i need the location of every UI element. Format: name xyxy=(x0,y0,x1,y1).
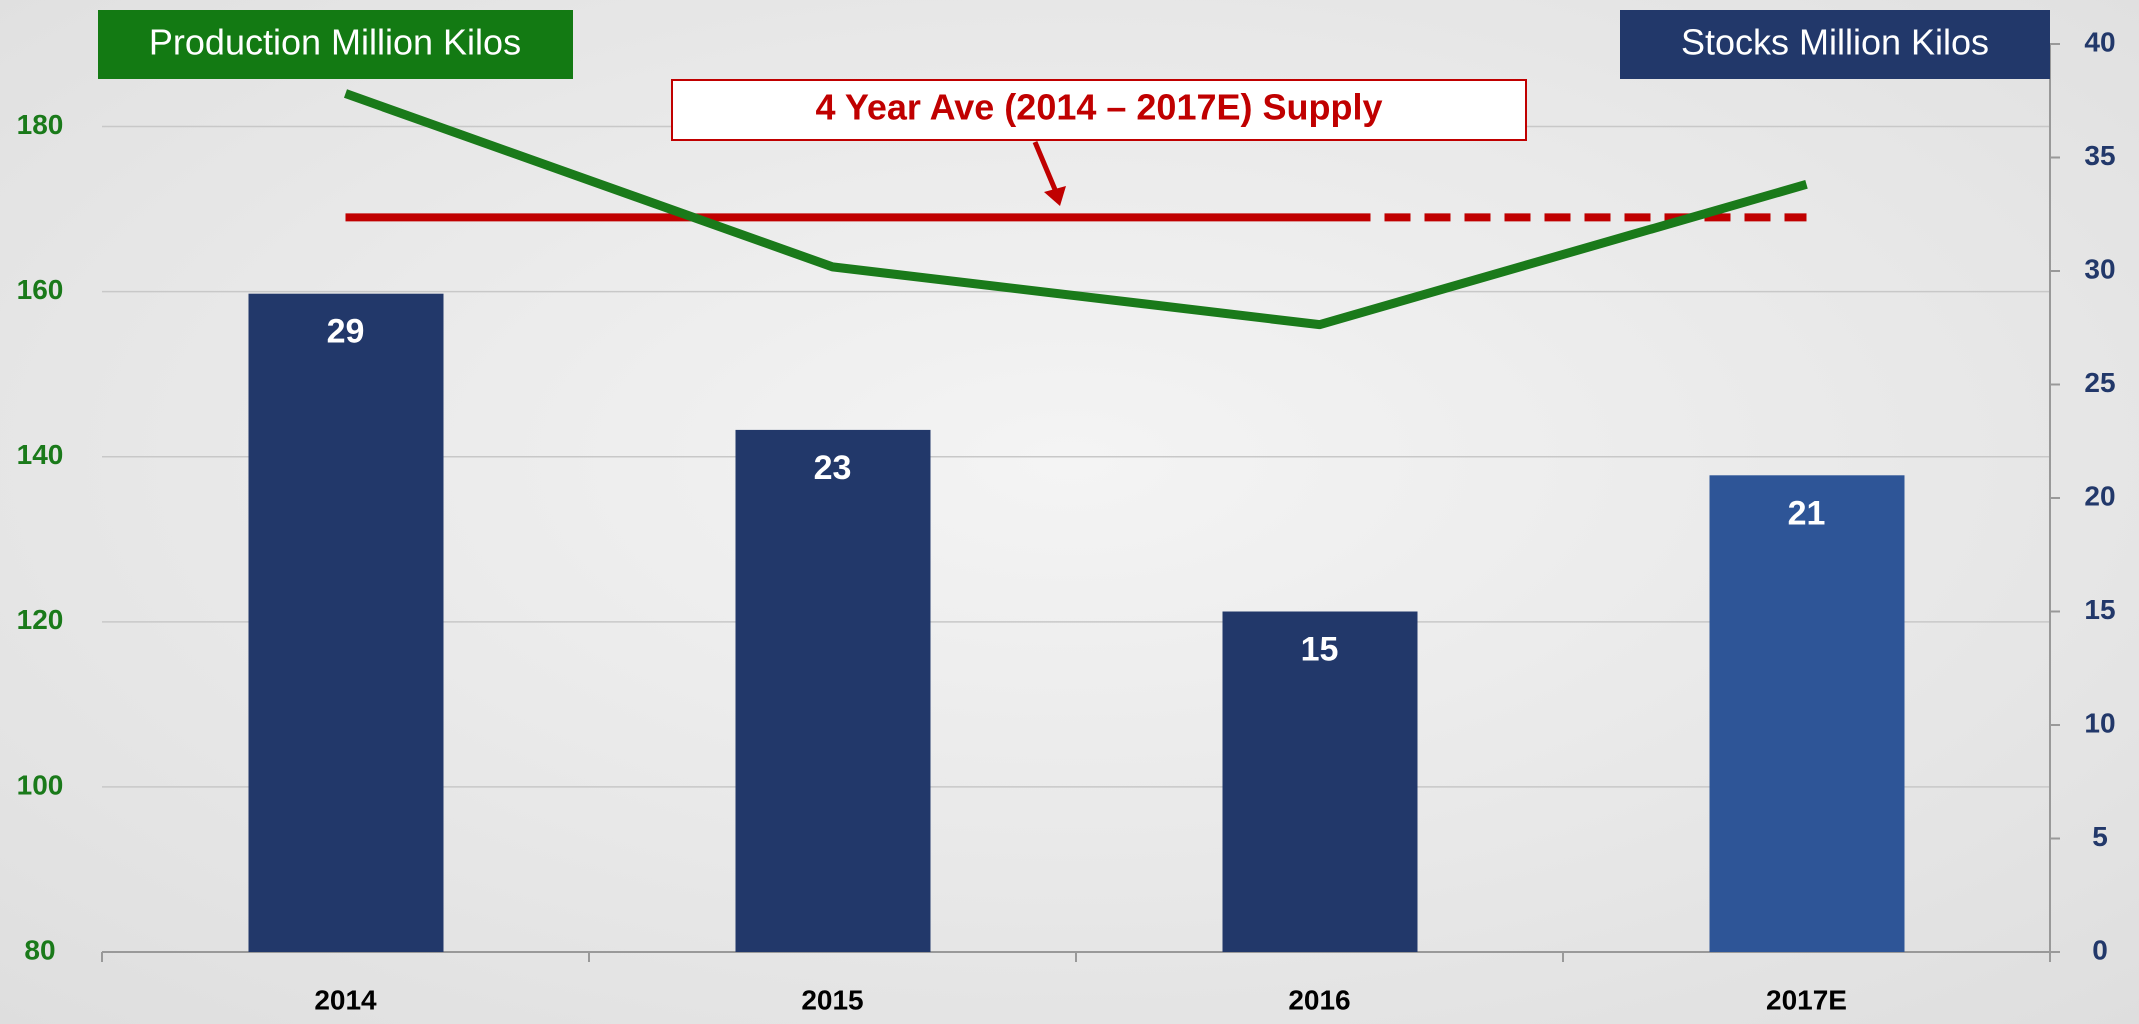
annotation-text: 4 Year Ave (2014 – 2017E) Supply xyxy=(815,87,1382,128)
y-tick-label: 100 xyxy=(17,769,64,800)
y2-tick-label: 30 xyxy=(2084,253,2115,284)
y2-tick-label: 10 xyxy=(2084,707,2115,738)
y2-tick-label: 0 xyxy=(2092,934,2108,965)
legend-box-production xyxy=(98,10,573,79)
y2-tick-label: 20 xyxy=(2084,480,2115,511)
y2-tick-label: 15 xyxy=(2084,594,2115,625)
x-tick-label: 2015 xyxy=(801,984,863,1015)
bar-value-label: 21 xyxy=(1788,494,1826,532)
y2-tick-label: 25 xyxy=(2084,367,2115,398)
bar xyxy=(248,293,444,952)
bar-value-label: 15 xyxy=(1301,630,1339,668)
bar xyxy=(735,429,931,952)
annotation-arrow xyxy=(1032,141,1059,193)
y-tick-label: 120 xyxy=(17,604,64,635)
y-tick-label: 140 xyxy=(17,439,64,470)
y-tick-label: 180 xyxy=(17,109,64,140)
y-tick-label: 80 xyxy=(24,934,55,965)
x-tick-label: 2017E xyxy=(1766,984,1847,1015)
annotation-box xyxy=(671,79,1527,141)
bar xyxy=(1222,611,1418,952)
production-line xyxy=(343,89,1808,330)
marks: 29 23 15 21 xyxy=(248,89,1905,952)
x-tick-label: 2014 xyxy=(314,984,377,1015)
y2-tick-label: 35 xyxy=(2084,140,2115,171)
legend-box-stocks xyxy=(1620,10,2050,79)
y2-tick-label: 5 xyxy=(2092,821,2108,852)
annotation-arrowhead xyxy=(1044,186,1066,206)
legend-stocks: Stocks Million Kilos xyxy=(1681,22,1989,63)
legend-production: Production Million Kilos xyxy=(149,22,521,63)
bar xyxy=(1709,475,1905,952)
x-tick-label: 2016 xyxy=(1288,984,1350,1015)
bar-value-label: 29 xyxy=(327,313,365,351)
y2-tick-label: 40 xyxy=(2084,26,2115,57)
bar-value-label: 23 xyxy=(814,449,852,487)
y-tick-label: 160 xyxy=(17,274,64,305)
